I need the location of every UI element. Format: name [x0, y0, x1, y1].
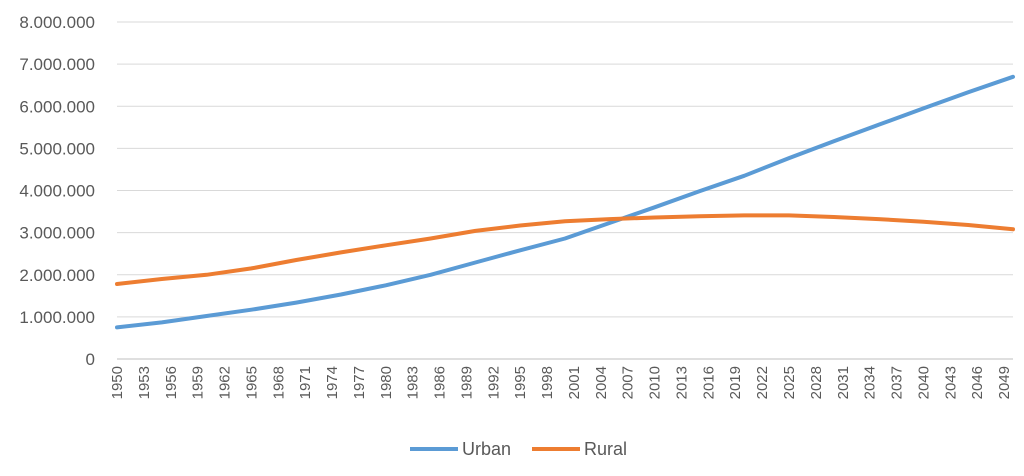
- x-tick-label: 2046: [969, 366, 986, 399]
- y-axis-tick-labels: 0 1.000.000 2.000.000 3.000.000 4.000.000 5.0…: [19, 13, 95, 369]
- y-tick-label: 6.000.000: [19, 97, 95, 116]
- x-tick-label: 2022: [754, 366, 771, 399]
- x-tick-label: 1965: [243, 366, 260, 399]
- x-tick-label: 1962: [217, 366, 234, 399]
- series-lines: [115, 74, 1015, 330]
- y-tick-label: 2.000.000: [19, 266, 95, 285]
- x-tick-label: 2001: [566, 366, 583, 399]
- y-tick-label: 8.000.000: [19, 13, 95, 32]
- x-tick-label: 1953: [136, 366, 153, 399]
- y-tick-label: 0: [86, 350, 95, 369]
- y-tick-label: 3.000.000: [19, 224, 95, 243]
- x-tick-label: 1992: [485, 366, 502, 399]
- x-axis-tick-labels: 1950 1953 1956 1959 1962 1965 1968 1971 1974 1977…: [109, 366, 1013, 399]
- legend-label-urban: Urban: [462, 439, 511, 459]
- legend: Urban Rural: [410, 439, 627, 459]
- x-tick-label: 1974: [324, 366, 341, 399]
- x-tick-label: 2040: [915, 366, 932, 399]
- x-tick-label: 2019: [727, 366, 744, 399]
- x-tick-label: 2049: [996, 366, 1013, 399]
- x-tick-label: 1995: [512, 366, 529, 399]
- gridlines: [117, 21, 1013, 360]
- x-tick-label: 2004: [593, 366, 610, 399]
- x-tick-label: 1989: [458, 366, 475, 399]
- x-tick-label: 2028: [808, 366, 825, 399]
- y-tick-label: 1.000.000: [19, 308, 95, 327]
- x-tick-label: 1980: [378, 366, 395, 399]
- x-tick-label: 1986: [432, 366, 449, 399]
- legend-label-rural: Rural: [584, 439, 627, 459]
- x-tick-label: 1956: [163, 366, 180, 399]
- x-tick-label: 2025: [781, 366, 798, 399]
- y-tick-label: 7.000.000: [19, 55, 95, 74]
- x-tick-label: 2043: [942, 366, 959, 399]
- x-tick-label: 1959: [190, 366, 207, 399]
- x-tick-label: 1968: [270, 366, 287, 399]
- x-tick-label: 2016: [700, 366, 717, 399]
- x-tick-label: 1950: [109, 366, 126, 399]
- x-tick-label: 2031: [835, 366, 852, 399]
- y-tick-label: 4.000.000: [19, 182, 95, 201]
- x-tick-label: 2037: [889, 366, 906, 399]
- x-tick-label: 1998: [539, 366, 556, 399]
- x-tick-label: 2034: [862, 366, 879, 399]
- y-tick-label: 5.000.000: [19, 139, 95, 158]
- series-line-urban: [115, 74, 1015, 330]
- x-tick-label: 1971: [297, 366, 314, 399]
- x-tick-label: 1977: [351, 366, 368, 399]
- x-tick-label: 2010: [647, 366, 664, 399]
- x-tick-label: 2013: [673, 366, 690, 399]
- x-tick-label: 1983: [405, 366, 422, 399]
- series-line-rural: [115, 213, 1015, 286]
- x-tick-label: 2007: [620, 366, 637, 399]
